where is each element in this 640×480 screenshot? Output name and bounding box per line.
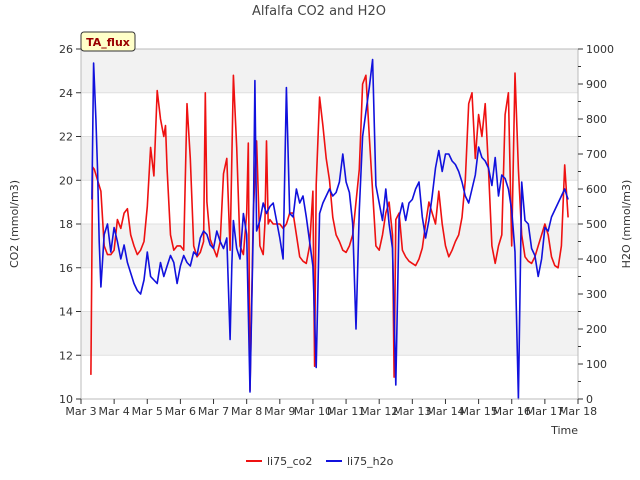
grid-band (81, 224, 578, 268)
x-tick-label: Mar 3 (65, 405, 96, 418)
plot-area (90, 58, 569, 400)
legend-label-li75_co2: li75_co2 (267, 455, 312, 468)
y-right-tick-label: 600 (586, 183, 607, 196)
series-line-li75_co2 (90, 72, 569, 392)
x-tick-label: Mar 7 (198, 405, 229, 418)
y-left-tick-label: 16 (59, 262, 73, 275)
y-right-tick-label: 700 (586, 148, 607, 161)
legend: li75_co2 li75_h2o (246, 455, 394, 468)
y-axis-left: 10 12 14 16 18 20 22 24 26 (59, 43, 81, 406)
y-right-tick-label: 100 (586, 358, 607, 371)
x-tick-label: Mar 6 (165, 405, 196, 418)
y-right-tick-label: 500 (586, 218, 607, 231)
annotation-label: TA_flux (86, 36, 130, 49)
x-tick-label: Mar 9 (264, 405, 295, 418)
x-tick-label: Mar 4 (99, 405, 130, 418)
y-right-tick-label: 800 (586, 113, 607, 126)
grid-band (81, 49, 578, 93)
x-tick-label: Mar 14 (426, 405, 464, 418)
grid-bands (81, 48, 578, 400)
annotation-box: TA_flux (80, 31, 136, 52)
x-tick-label: Mar 18 (559, 405, 597, 418)
x-tick-label: Mar 15 (459, 405, 497, 418)
x-tick-label: Mar 11 (327, 405, 365, 418)
y-left-tick-label: 18 (59, 218, 73, 231)
y-left-tick-label: 14 (59, 306, 73, 319)
y-right-tick-label: 400 (586, 253, 607, 266)
y-left-tick-label: 10 (59, 393, 73, 406)
y-axis-right-label: H2O (mmol/m3) (620, 180, 633, 269)
x-tick-label: Mar 17 (526, 405, 564, 418)
y-right-tick-label: 0 (586, 393, 593, 406)
x-tick-label: Mar 16 (493, 405, 531, 418)
y-left-tick-label: 24 (59, 87, 73, 100)
y-left-tick-label: 12 (59, 349, 73, 362)
y-right-tick-label: 200 (586, 323, 607, 336)
x-tick-label: Mar 12 (360, 405, 398, 418)
x-tick-label: Mar 13 (393, 405, 431, 418)
y-axis-left-label: CO2 (mmol/m3) (8, 180, 21, 268)
x-tick-label: Mar 10 (294, 405, 332, 418)
x-tick-label: Mar 5 (132, 405, 163, 418)
y-right-tick-label: 1000 (586, 43, 614, 56)
x-axis-label: Time (550, 424, 578, 437)
y-axis-right: 0 100 200 300 400 500 600 700 800 900 1000 (578, 43, 614, 406)
series-line-li75_h2o (91, 58, 569, 400)
y-left-tick-label: 22 (59, 131, 73, 144)
chart-title: Alfalfa CO2 and H2O (252, 4, 386, 19)
y-right-tick-label: 900 (586, 78, 607, 91)
x-tick-label: Mar 8 (231, 405, 262, 418)
y-left-tick-label: 20 (59, 174, 73, 187)
y-left-tick-label: 26 (59, 43, 73, 56)
y-right-tick-label: 300 (586, 288, 607, 301)
grid-band (81, 311, 578, 356)
legend-label-li75_h2o: li75_h2o (347, 455, 394, 468)
